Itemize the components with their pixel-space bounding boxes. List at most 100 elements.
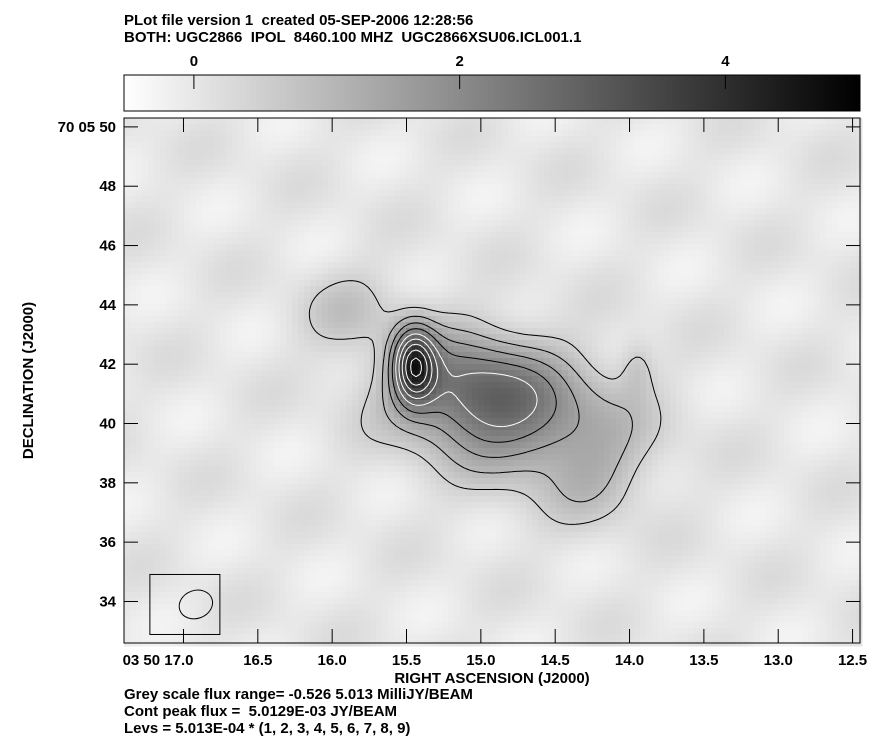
image-pixel [334,166,341,173]
image-pixel [688,214,695,221]
image-pixel [814,304,821,311]
image-pixel [148,202,155,209]
image-pixel [310,274,317,281]
image-pixel [394,244,401,251]
image-pixel [514,274,521,281]
image-pixel [748,118,755,125]
image-pixel [526,214,533,221]
image-pixel [214,274,221,281]
image-pixel [844,190,851,197]
image-pixel [760,256,767,263]
image-pixel [178,142,185,149]
image-pixel [808,148,815,155]
image-pixel [544,250,551,257]
image-pixel [226,316,233,323]
image-pixel [856,334,863,341]
image-pixel [448,286,455,293]
image-pixel [802,232,809,239]
image-pixel [832,214,839,221]
image-pixel [748,322,755,329]
image-pixel [856,208,863,215]
image-pixel [232,316,239,323]
image-pixel [490,166,497,173]
image-pixel [268,286,275,293]
image-pixel [484,154,491,161]
image-pixel [730,256,737,263]
image-pixel [508,178,515,185]
image-pixel [304,118,311,125]
image-pixel [322,178,329,185]
image-pixel [598,136,605,143]
image-pixel [292,292,299,299]
image-pixel [352,256,359,263]
image-pixel [406,202,413,209]
image-pixel [760,238,767,245]
image-pixel [658,346,665,353]
image-pixel [448,172,455,179]
image-pixel [850,250,857,257]
image-pixel [472,256,479,263]
image-pixel [802,310,809,317]
image-pixel [538,202,545,209]
image-pixel [520,130,527,137]
image-pixel [454,148,461,155]
image-pixel [280,328,287,335]
image-pixel [394,298,401,305]
image-pixel [484,196,491,203]
image-pixel [850,280,857,287]
image-pixel [628,322,635,329]
image-pixel [622,184,629,191]
image-pixel [826,124,833,131]
image-pixel [208,238,215,245]
image-pixel [856,244,863,251]
image-pixel [526,328,533,335]
image-pixel [682,136,689,143]
image-pixel [178,298,185,305]
image-pixel [604,196,611,203]
image-pixel [808,178,815,185]
image-pixel [322,298,329,305]
image-pixel [778,238,785,245]
image-pixel [268,358,275,365]
image-pixel [430,238,437,245]
image-pixel [796,136,803,143]
image-pixel [292,196,299,203]
image-pixel [628,226,635,233]
image-pixel [658,250,665,257]
image-pixel [370,352,377,359]
image-pixel [364,250,371,257]
image-pixel [634,262,641,269]
image-pixel [166,238,173,245]
image-pixel [646,340,653,347]
image-pixel [766,172,773,179]
image-pixel [478,214,485,221]
image-pixel [574,262,581,269]
image-pixel [364,340,371,347]
image-pixel [328,226,335,233]
image-pixel [694,130,701,137]
image-pixel [274,328,281,335]
image-pixel [676,256,683,263]
image-pixel [190,118,197,125]
image-pixel [652,232,659,239]
image-pixel [430,154,437,161]
image-pixel [514,262,521,269]
image-pixel [688,226,695,233]
image-pixel [814,292,821,299]
image-pixel [448,268,455,275]
image-pixel [712,322,719,329]
image-pixel [598,280,605,287]
image-pixel [634,346,641,353]
image-pixel [268,178,275,185]
image-pixel [418,292,425,299]
image-pixel [646,310,653,317]
image-pixel [784,328,791,335]
image-pixel [202,256,209,263]
image-pixel [142,268,149,275]
image-pixel [652,220,659,227]
image-pixel [436,280,443,287]
image-pixel [160,280,167,287]
image-pixel [442,202,449,209]
image-pixel [334,244,341,251]
image-pixel [598,178,605,185]
